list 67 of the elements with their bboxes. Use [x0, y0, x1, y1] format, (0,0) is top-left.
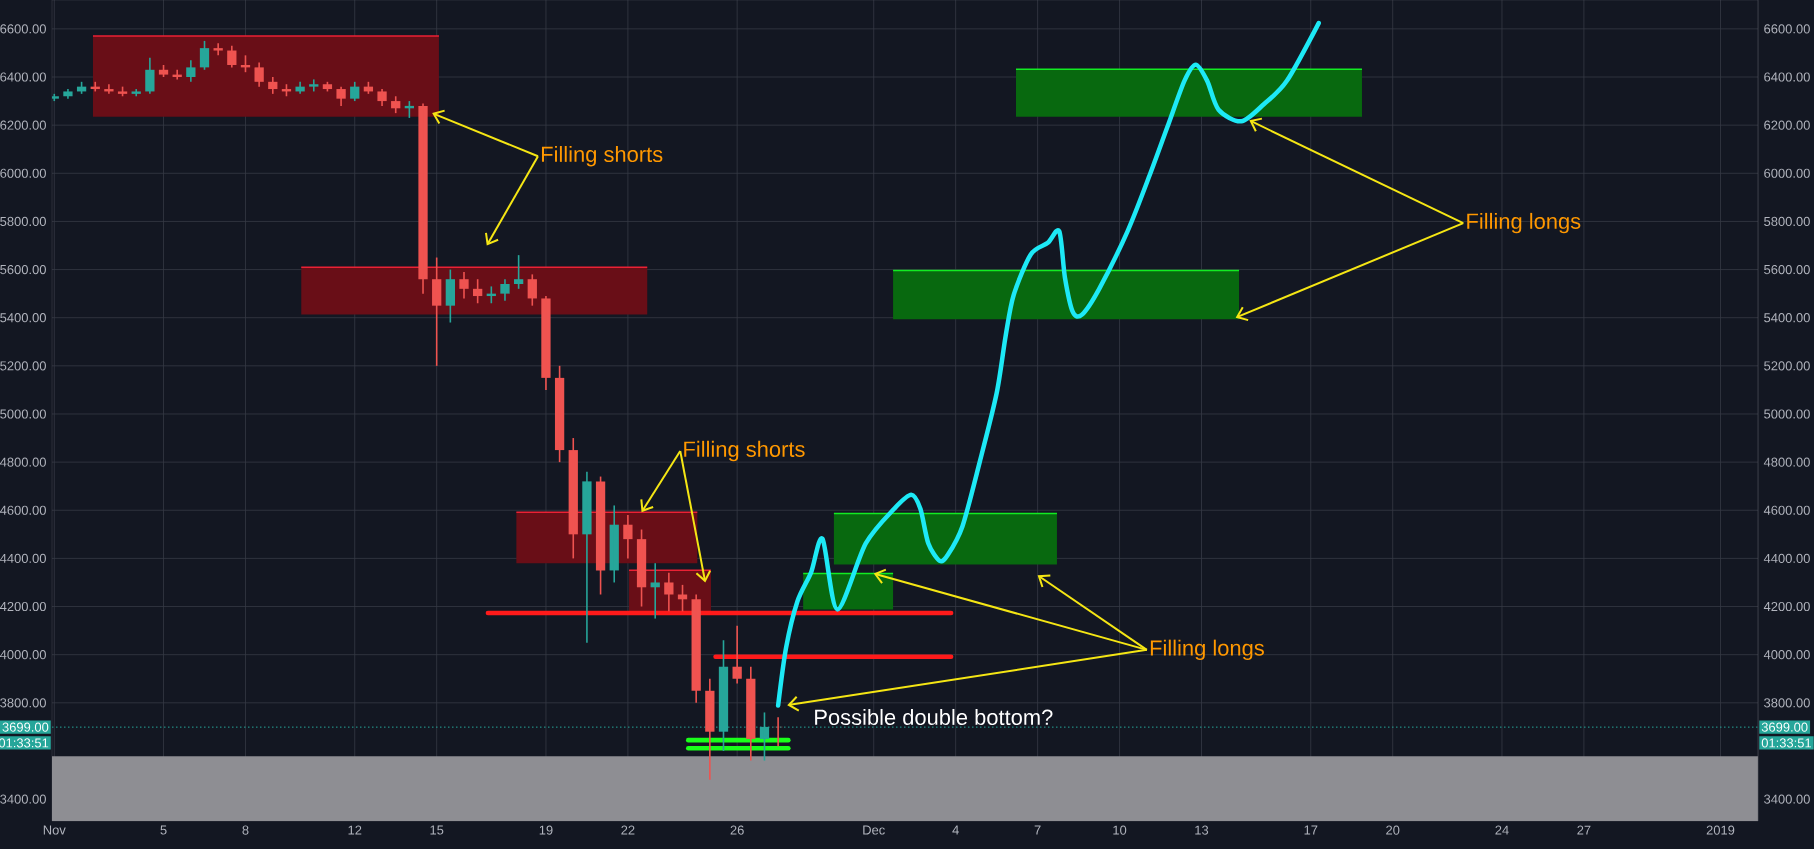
x-tick-label: 2019 — [1706, 825, 1735, 835]
candlestick — [254, 61, 264, 88]
candlestick — [213, 42, 223, 57]
annotation: Filling shorts — [684, 440, 805, 462]
y2-tick-label: 6200.00 — [1764, 120, 1810, 130]
y2-tick-label: 3800.00 — [1764, 698, 1810, 708]
x-tick-label: Nov — [43, 825, 66, 835]
x-tick-label: 13 — [1195, 825, 1209, 835]
y-tick-label: 5000.00 — [0, 409, 46, 419]
y-tick-label: 6600.00 — [0, 24, 46, 34]
y2-tick-label: 5000.00 — [1764, 409, 1810, 419]
x-tick-label: 5 — [160, 825, 167, 835]
x-tick-label: 26 — [730, 825, 744, 835]
annotation: Possible double bottom? — [815, 708, 1053, 726]
candlestick — [664, 572, 674, 613]
y2-tick-label: 5800.00 — [1764, 216, 1810, 227]
y-tick-label: 5600.00 — [0, 264, 46, 275]
y-tick-label: 4600.00 — [0, 505, 46, 515]
y-tick-label: 5200.00 — [0, 361, 46, 371]
x-tick-label: 27 — [1577, 825, 1591, 835]
y2-tick-label: 6600.00 — [1764, 24, 1810, 34]
y-tick-label: 3800.00 — [0, 698, 46, 708]
y-tick-label: 6000.00 — [0, 168, 46, 178]
y-tick-label: 4800.00 — [0, 457, 46, 467]
y2-tick-label: 3400.00 — [1764, 794, 1810, 804]
candlestick — [377, 88, 387, 107]
y-tick-label: 6400.00 — [0, 72, 46, 82]
y2-tick-label: 5400.00 — [1764, 313, 1810, 323]
x-tick-label: 15 — [430, 825, 444, 835]
x-tick-label: 4 — [952, 825, 959, 835]
y2-tick-label: 6000.00 — [1764, 168, 1810, 178]
x-tick-label: 17 — [1304, 825, 1318, 835]
candlestick — [309, 78, 319, 93]
y-tick-label: 4000.00 — [0, 650, 46, 660]
candlestick — [336, 85, 346, 107]
text: 01:33:51 — [1761, 738, 1812, 748]
y2-tick-label: 5600.00 — [1764, 264, 1810, 275]
y2-tick-label: 4000.00 — [1763, 650, 1810, 660]
y-tick-label: 6200.00 — [0, 120, 46, 130]
y-tick-label: 5800.00 — [0, 216, 46, 227]
y2-tick-label: 4800.00 — [1763, 457, 1810, 467]
y-tick-label: 4200.00 — [0, 601, 46, 612]
y2-tick-label: 4200.00 — [1763, 601, 1810, 612]
candlestick — [500, 278, 510, 302]
y-tick-label: 5400.00 — [0, 313, 46, 323]
x-tick-label: Dec — [863, 825, 885, 835]
x-tick-label: 22 — [621, 825, 635, 835]
x-tick-label: 7 — [1034, 825, 1041, 835]
x-tick-label: 19 — [539, 825, 553, 835]
y-tick-label: 3400.00 — [0, 794, 46, 804]
candlestick — [131, 88, 141, 98]
x-tick-label: 10 — [1113, 825, 1127, 835]
y2-tick-label: 4400.00 — [1763, 553, 1810, 563]
y2-tick-label: 4600.00 — [1763, 505, 1810, 515]
x-tick-label: 20 — [1386, 825, 1400, 835]
x-tick-label: 12 — [348, 825, 362, 835]
text: 3699.00 — [2, 722, 49, 732]
y-tick-label: 4400.00 — [0, 553, 46, 563]
x-tick-label: 8 — [242, 825, 249, 835]
x-tick-label: 24 — [1495, 825, 1509, 835]
annotation: Filling longs — [1467, 212, 1581, 234]
annotation: Filling longs — [1150, 639, 1264, 661]
annotation: Filling shorts — [541, 145, 663, 167]
candlestick — [459, 271, 469, 300]
y2-tick-label: 6400.00 — [1764, 72, 1810, 82]
ref-line-label: 3699.00 — [1761, 722, 1808, 732]
y2-tick-label: 5200.00 — [1764, 361, 1810, 371]
